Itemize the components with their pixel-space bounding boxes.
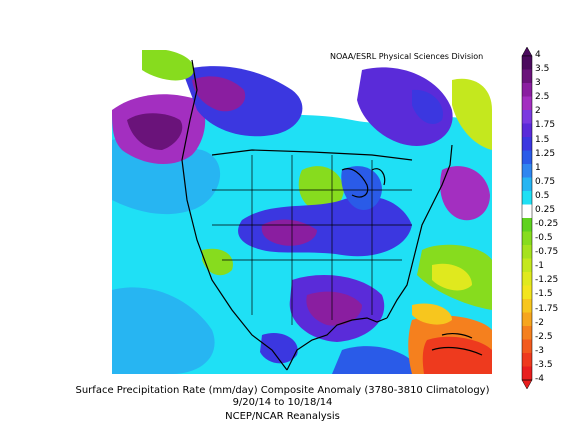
colorbar-tick-label: 4 — [535, 50, 541, 60]
colorbar-tick-label: 3.5 — [535, 64, 550, 75]
colorbar-tick-label: -2.5 — [535, 331, 553, 342]
map-caption-title: Surface Precipitation Rate (mm/day) Comp… — [75, 385, 490, 396]
colorbar-tick-label: 3 — [535, 78, 541, 89]
colorbar-swatch — [522, 191, 532, 205]
map-panel — [112, 50, 492, 374]
yellow-dry-atlantic — [432, 263, 472, 291]
colorbar-swatch — [522, 285, 532, 300]
colorbar-swatch — [522, 204, 532, 219]
coastlines — [181, 59, 483, 371]
colorbar-swatch — [522, 164, 532, 178]
colorbar-swatch — [522, 137, 532, 151]
map-credit: NOAA/ESRL Physical Sciences Division — [330, 52, 484, 61]
colorbar-swatch — [522, 110, 532, 124]
colorbar-tick-label: -1.25 — [535, 275, 559, 286]
colorbar-swatch — [522, 177, 532, 192]
colorbar-swatch — [522, 339, 532, 354]
colorbar-swatch — [522, 353, 532, 367]
state-borders — [212, 155, 412, 325]
colorbar-tick-label: -0.25 — [535, 219, 559, 230]
colorbar-swatch — [522, 231, 532, 246]
colorbar-tick-label: 1 — [535, 162, 541, 173]
colorbar-swatch — [522, 218, 532, 232]
dark-purple-core-west — [127, 113, 183, 150]
colorbar-tick-label: -3 — [535, 345, 544, 356]
colorbar-swatch — [522, 83, 532, 97]
colorbar-swatch — [522, 96, 532, 111]
blue-anomaly-pacific-mexico — [260, 332, 298, 364]
colorbar-tick-label: -4 — [535, 374, 544, 384]
colorbar-outline — [521, 55, 533, 381]
colorbar-swatch — [522, 272, 532, 286]
precipitation-anomaly-map — [112, 50, 492, 374]
purple-anomaly-north — [192, 76, 246, 112]
colorbar-swatch — [522, 366, 532, 381]
colorbar-tick-label: 2.5 — [535, 92, 550, 103]
blue-anomaly-southwest — [112, 287, 215, 374]
green-dry-central — [298, 166, 344, 210]
colorbar-swatch — [522, 258, 532, 273]
blue-anomaly-northeast — [357, 67, 453, 146]
colorbar-tick-label: 0.25 — [535, 204, 556, 215]
colorbar-tick-label: -1 — [535, 261, 544, 272]
colorbar-swatch — [522, 245, 532, 259]
colorbar-tick-label: -0.5 — [535, 233, 553, 244]
red-dry-caribbean — [422, 336, 492, 374]
map-caption-source: NCEP/NCAR Reanalysis — [225, 411, 340, 422]
color-scale-bar — [521, 46, 533, 390]
purple-wet-central — [261, 219, 317, 246]
colorbar-tick-label: -2 — [535, 317, 544, 328]
colorbar-tick-label: 1.5 — [535, 134, 550, 145]
colorbar-swatch — [522, 326, 532, 340]
colorbar-tick-label: -0.75 — [535, 247, 559, 258]
purple-anomaly-atlantic — [440, 166, 490, 221]
yellow-dry-east — [452, 78, 492, 150]
colorbar-swatch — [522, 69, 532, 84]
deep-blue-northeast — [412, 89, 443, 125]
map-caption-dates: 9/20/14 to 10/18/14 — [232, 397, 333, 408]
colorbar-tick-label: -1.75 — [535, 303, 559, 314]
green-dry-north — [142, 50, 194, 81]
colorbar-swatch — [522, 123, 532, 138]
colorbar-tick-label: 1.75 — [535, 120, 556, 131]
colorbar-swatch — [522, 299, 532, 313]
colorbar-tick-label: 1.25 — [535, 148, 556, 159]
purple-wet-gulf — [306, 291, 362, 326]
yellow-dry-caribbean — [412, 303, 452, 325]
colorbar-tick-label: -3.5 — [535, 359, 553, 370]
colorbar-tick-label: 2 — [535, 106, 541, 117]
blue-anomaly-south — [332, 346, 422, 374]
colorbar-swatch — [522, 150, 532, 165]
colorbar-swatch — [522, 312, 532, 327]
colorbar-swatch — [522, 56, 532, 70]
colorbar-tick-label: -1.5 — [535, 289, 553, 300]
colorbar-tick-label: 0.5 — [535, 190, 550, 201]
colorbar-top-arrow — [521, 46, 533, 57]
green-dry-southwest — [202, 248, 233, 276]
colorbar-tick-label: 0.75 — [535, 176, 556, 187]
